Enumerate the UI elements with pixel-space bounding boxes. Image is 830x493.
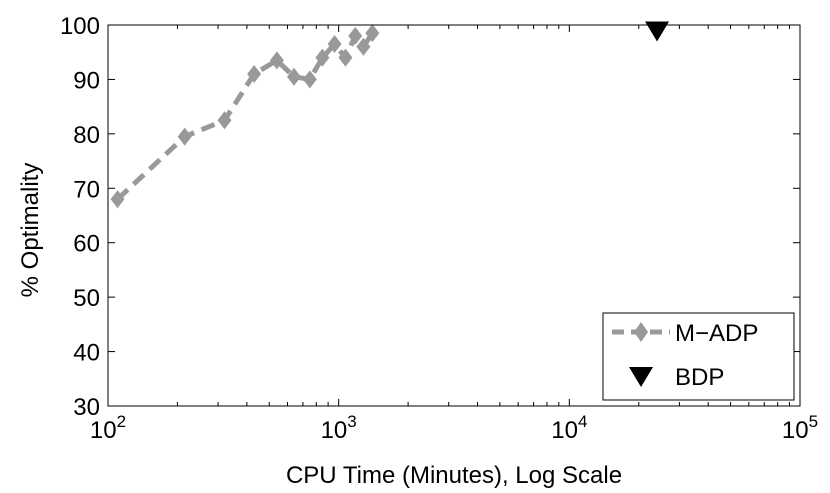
legend-bdp-label: BDP xyxy=(675,364,724,391)
madp-diamond-marker xyxy=(110,190,125,209)
x-tick-label-base: 10 xyxy=(551,417,578,444)
x-tick-label-base: 10 xyxy=(782,417,809,444)
x-tick-label: 104 xyxy=(551,412,587,444)
y-tick-label: 50 xyxy=(73,285,100,312)
y-tick-label: 60 xyxy=(73,231,100,258)
series-layer xyxy=(110,21,670,209)
legend-bdp-triangle-icon xyxy=(629,367,653,387)
madp-diamond-marker xyxy=(217,111,232,130)
madp-diamond-marker xyxy=(269,51,284,70)
madp-diamond-marker xyxy=(365,24,380,43)
x-tick-label-base: 10 xyxy=(321,417,348,444)
series-line-madp xyxy=(115,31,375,202)
legend-madp-diamond-icon xyxy=(634,322,648,342)
madp-diamond-marker xyxy=(247,64,262,83)
madp-diamond-marker xyxy=(327,35,342,54)
x-tick-label: 102 xyxy=(90,412,126,444)
y-tick-label: 100 xyxy=(60,13,100,40)
plot-area-frame xyxy=(107,24,801,407)
x-tick-label-exponent: 5 xyxy=(809,412,818,431)
madp-diamond-marker xyxy=(356,37,371,56)
legend-madp-label: M−ADP xyxy=(675,320,758,347)
madp-diamond-marker xyxy=(286,67,301,86)
x-tick-label-base: 10 xyxy=(90,417,117,444)
x-tick-label: 105 xyxy=(782,412,818,444)
y-axis-label: % Optimality xyxy=(17,163,44,298)
y-tick-label: 70 xyxy=(73,176,100,203)
bdp-triangle-marker xyxy=(645,21,670,42)
y-tick-label: 80 xyxy=(73,122,100,149)
legend: M−ADP BDP xyxy=(602,312,795,401)
x-tick-label-exponent: 3 xyxy=(347,412,356,431)
madp-diamond-marker xyxy=(315,48,330,67)
y-tick-label: 40 xyxy=(73,340,100,367)
y-tick-label: 90 xyxy=(73,67,100,94)
madp-diamond-marker xyxy=(302,70,317,89)
madp-diamond-marker xyxy=(338,48,353,67)
x-tick-label-exponent: 2 xyxy=(117,412,126,431)
x-axis-label: CPU Time (Minutes), Log Scale xyxy=(286,462,622,488)
x-tick-label: 103 xyxy=(321,412,357,444)
madp-diamond-marker xyxy=(348,26,363,45)
madp-diamond-marker xyxy=(177,127,192,146)
x-tick-label-exponent: 4 xyxy=(578,412,587,431)
legend-box xyxy=(602,312,795,401)
y-tick-label: 30 xyxy=(73,394,100,421)
